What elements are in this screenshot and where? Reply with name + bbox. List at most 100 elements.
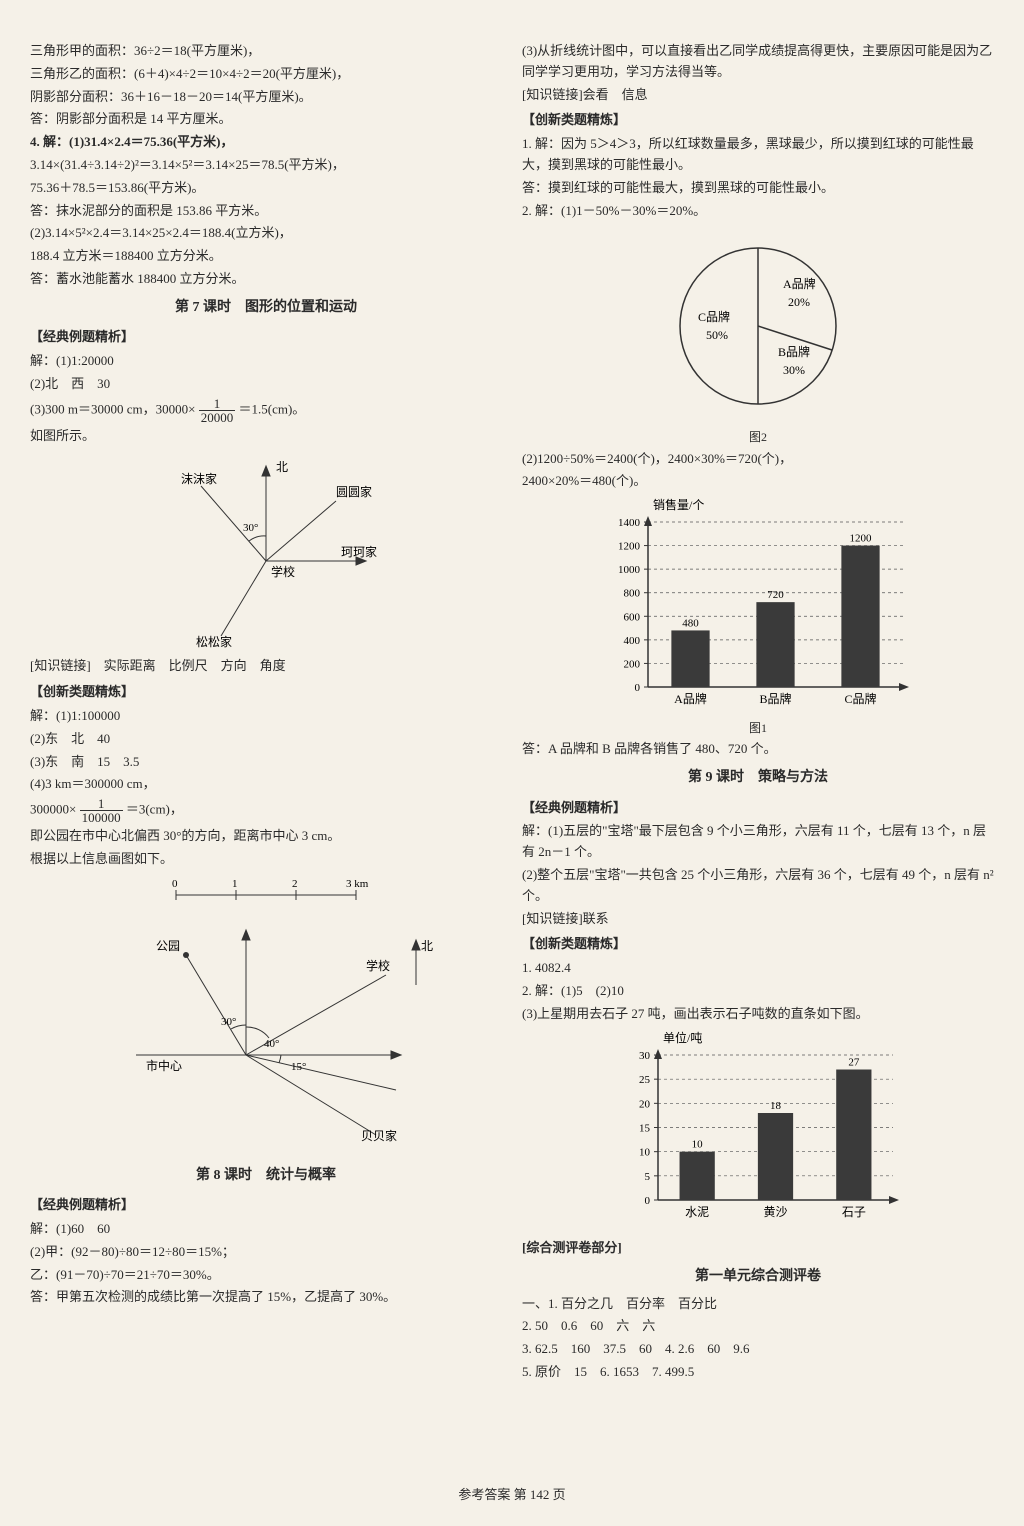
label-angle-30: 30° (243, 522, 258, 534)
svg-text:0: 0 (635, 682, 641, 694)
text-line: (2)1200÷50%＝2400(个)，2400×30%＝720(个)， (522, 449, 994, 470)
text-line: 75.36＋78.5＝153.86(平方米)。 (30, 178, 502, 199)
svg-text:5: 5 (645, 1170, 651, 1182)
text-line: 三角形乙的面积：(6＋4)×4÷2＝10×4÷2＝20(平方厘米)， (30, 64, 502, 85)
bar-chart-sales: 销售量/个0200400600800100012001400480A品牌720B… (598, 497, 918, 717)
svg-text:10: 10 (692, 1138, 704, 1150)
text-line: (2)3.14×5²×2.4＝3.14×25×2.4＝188.4(立方米)， (30, 223, 502, 244)
fraction-numerator: 1 (199, 397, 236, 411)
text-line: 如图所示。 (30, 426, 502, 447)
scale-2: 2 (292, 878, 298, 890)
label-north: 北 (276, 460, 288, 474)
text-line: 答：阴影部分面积是 14 平方厘米。 (30, 109, 502, 130)
bar-chart-tons: 单位/吨05101520253010水泥18黄沙27石子 (608, 1030, 908, 1230)
text-line: 答：A 品牌和 B 品牌各销售了 480、720 个。 (522, 739, 994, 760)
heading-innov-2: 【创新类题精炼】 (522, 934, 994, 955)
pie-chart: A品牌 20% B品牌 30% C品牌 50% (638, 226, 878, 426)
direction-diagram-1: 北 沫沫家 圆圆家 珂珂家 学校 松松家 30° (136, 451, 396, 651)
svg-text:石子: 石子 (842, 1205, 866, 1219)
text-line: (3)上星期用去石子 27 吨，画出表示石子吨数的直条如下图。 (522, 1004, 994, 1025)
heading-exam-section: [综合测评卷部分] (522, 1238, 994, 1259)
answer-line: 2. 50 0.6 60 六 六 (522, 1316, 994, 1337)
scale-1: 1 (232, 878, 238, 890)
text-line: (4)3 km＝300000 cm， (30, 774, 502, 795)
svg-text:1200: 1200 (850, 533, 873, 545)
text-line: (2)整个五层"宝塔"一共包含 25 个小三角形，六层有 36 个，七层有 49… (522, 865, 994, 907)
page: 三角形甲的面积：36÷2＝18(平方厘米)， 三角形乙的面积：(6＋4)×4÷2… (0, 0, 1024, 1526)
svg-text:480: 480 (682, 618, 699, 630)
svg-text:1000: 1000 (618, 564, 641, 576)
label-d: 松松家 (196, 634, 232, 649)
svg-text:720: 720 (767, 589, 784, 601)
svg-text:0: 0 (645, 1195, 651, 1207)
text-line: 2400×20%＝480(个)。 (522, 471, 994, 492)
svg-text:C品牌: C品牌 (844, 692, 876, 706)
svg-text:18: 18 (770, 1100, 782, 1112)
text-line: 2. 解：(1)1－50%－30%＝20%。 (522, 201, 994, 222)
pie-pct-a: 20% (788, 295, 810, 309)
knowledge-link: [知识链接] 实际距离 比例尺 方向 角度 (30, 656, 502, 677)
two-column-layout: 三角形甲的面积：36÷2＝18(平方厘米)， 三角形乙的面积：(6＋4)×4÷2… (30, 40, 994, 1477)
svg-text:B品牌: B品牌 (759, 692, 791, 706)
svg-text:20: 20 (639, 1098, 651, 1110)
fraction-before: 300000× (30, 802, 76, 817)
text-line: 解：(1)五层的"宝塔"最下层包含 9 个小三角形，六层有 11 个，七层有 1… (522, 821, 994, 863)
text-line: 答：蓄水池能蓄水 188400 立方分米。 (30, 269, 502, 290)
text-line: 3.14×(31.4÷3.14÷2)²＝3.14×5²＝3.14×25＝78.5… (30, 155, 502, 176)
heading-classic: 【经典例题精析】 (30, 327, 502, 348)
svg-text:25: 25 (639, 1074, 651, 1086)
text-line: 解：(1)1:100000 (30, 706, 502, 727)
fraction-after: ＝3(cm)， (126, 802, 183, 817)
scale-0: 0 (172, 878, 178, 890)
svg-text:黄沙: 黄沙 (763, 1205, 787, 1219)
pie-label-a: A品牌 (783, 277, 816, 291)
svg-text:400: 400 (624, 635, 641, 647)
right-column: (3)从折线统计图中，可以直接看出乙同学成绩提高得更快，主要原因可能是因为乙同学… (522, 40, 994, 1477)
svg-text:A品牌: A品牌 (674, 692, 707, 706)
heading-innov: 【创新类题精炼】 (30, 682, 502, 703)
svg-text:水泥: 水泥 (685, 1205, 709, 1219)
text-line: 三角形甲的面积：36÷2＝18(平方厘米)， (30, 41, 502, 62)
pie-caption: 图2 (522, 428, 994, 447)
pie-label-b: B品牌 (778, 345, 810, 359)
label-school: 学校 (366, 958, 390, 973)
answer-line: 5. 原价 15 6. 1653 7. 499.5 (522, 1362, 994, 1383)
direction-diagram-2: 0 1 2 3 km 公园 学校 北 市中心 贝贝家 30° 40° 15° (86, 875, 446, 1155)
label-north: 北 (421, 939, 433, 953)
label-school: 学校 (271, 564, 295, 579)
fraction-before: (3)300 m＝30000 cm，30000× (30, 401, 195, 416)
lesson-9-title: 第 9 课时 策略与方法 (522, 767, 994, 789)
text-line: 188.4 立方米＝188400 立方分米。 (30, 246, 502, 267)
left-column: 三角形甲的面积：36÷2＝18(平方厘米)， 三角形乙的面积：(6＋4)×4÷2… (30, 40, 502, 1477)
lesson-8-title: 第 8 课时 统计与概率 (30, 1165, 502, 1187)
label-a: 沫沫家 (181, 471, 217, 486)
text-line: (3)东 南 15 3.5 (30, 752, 502, 773)
svg-text:30: 30 (639, 1050, 651, 1062)
pie-label-c: C品牌 (698, 310, 730, 324)
heading-classic-2: 【经典例题精析】 (30, 1195, 502, 1216)
text-line: 解：(1)1:20000 (30, 351, 502, 372)
heading-classic: 【经典例题精析】 (522, 798, 994, 819)
svg-text:200: 200 (624, 659, 641, 671)
text-line: 解：(1)60 60 (30, 1219, 502, 1240)
scale-3km: 3 km (346, 878, 369, 890)
fraction-denominator: 20000 (199, 411, 236, 424)
fraction-numerator: 1 (80, 797, 123, 811)
text-line: 4. 解：(1)31.4×2.4＝75.36(平方米)， (30, 132, 502, 153)
label-ang30: 30° (221, 1016, 236, 1028)
text-line: (2)北 西 30 (30, 374, 502, 395)
text-line: 答：摸到红球的可能性最大，摸到黑球的可能性最小。 (522, 178, 994, 199)
svg-text:1400: 1400 (618, 517, 641, 529)
answer-line: 3. 62.5 160 37.5 60 4. 2.6 60 9.6 (522, 1339, 994, 1360)
text-line: 答：甲第五次检测的成绩比第一次提高了 15%，乙提高了 30%。 (30, 1287, 502, 1308)
knowledge-link: [知识链接]联系 (522, 909, 994, 930)
pie-pct-c: 50% (706, 328, 728, 342)
text-line: 2. 解：(1)5 (2)10 (522, 981, 994, 1002)
text-line: 1. 解：因为 5＞4＞3，所以红球数量最多，黑球最少，所以摸到红球的可能性最大… (522, 134, 994, 176)
text-line: 根据以上信息画图如下。 (30, 849, 502, 870)
text-line: 乙：(91－70)÷70＝21÷70＝30%。 (30, 1265, 502, 1286)
answer-line: 一、1. 百分之几 百分率 百分比 (522, 1294, 994, 1315)
label-c: 珂珂家 (341, 544, 377, 559)
pie-pct-b: 30% (783, 363, 805, 377)
text-line: (2)东 北 40 (30, 729, 502, 750)
